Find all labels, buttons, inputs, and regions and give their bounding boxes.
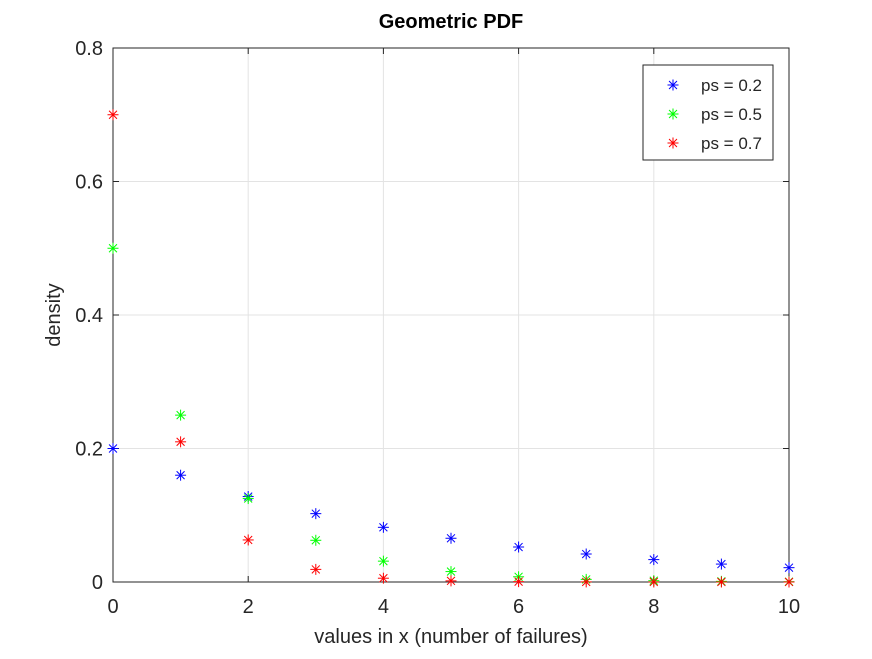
data-point xyxy=(175,436,186,447)
legend-marker xyxy=(668,138,679,149)
x-tick-label: 10 xyxy=(778,596,800,618)
data-point xyxy=(108,109,119,120)
y-tick-label: 0.8 xyxy=(75,38,103,60)
data-point xyxy=(784,562,795,573)
legend-label: ps = 0.5 xyxy=(701,105,762,124)
data-point xyxy=(243,534,254,545)
data-point xyxy=(446,575,457,586)
data-point xyxy=(378,556,389,567)
data-point xyxy=(716,559,727,570)
data-point xyxy=(108,243,119,254)
x-tick-label: 6 xyxy=(513,596,524,618)
legend: ps = 0.2 ps = 0.5 ps = 0.7 xyxy=(643,65,773,160)
chart-title: Geometric PDF xyxy=(379,11,523,33)
x-tick-label: 0 xyxy=(107,596,118,618)
data-point xyxy=(581,576,592,587)
data-point xyxy=(175,410,186,421)
legend-label: ps = 0.7 xyxy=(701,134,762,153)
data-point xyxy=(378,573,389,584)
legend-marker xyxy=(668,109,679,120)
data-point xyxy=(581,549,592,560)
legend-label: ps = 0.2 xyxy=(701,76,762,95)
data-point xyxy=(378,522,389,533)
data-point xyxy=(716,576,727,587)
data-point xyxy=(310,508,321,519)
y-tick-label: 0 xyxy=(92,572,103,594)
y-tick-label: 0.6 xyxy=(75,172,103,194)
data-point xyxy=(310,535,321,546)
data-point xyxy=(243,493,254,504)
x-axis-label: values in x (number of failures) xyxy=(314,626,587,648)
y-tick-label: 0.4 xyxy=(75,305,103,327)
x-tick-label: 8 xyxy=(648,596,659,618)
data-point xyxy=(784,576,795,587)
legend-marker xyxy=(668,80,679,91)
x-tick-label: 4 xyxy=(378,596,389,618)
x-tick-label: 2 xyxy=(243,596,254,618)
y-axis-label: density xyxy=(43,283,65,346)
data-point xyxy=(310,564,321,575)
data-point xyxy=(513,576,524,587)
data-point xyxy=(175,470,186,481)
data-point xyxy=(648,554,659,565)
data-point xyxy=(513,542,524,553)
data-point xyxy=(648,576,659,587)
data-point xyxy=(108,443,119,454)
data-point xyxy=(446,533,457,544)
y-tick-label: 0.2 xyxy=(75,439,103,461)
